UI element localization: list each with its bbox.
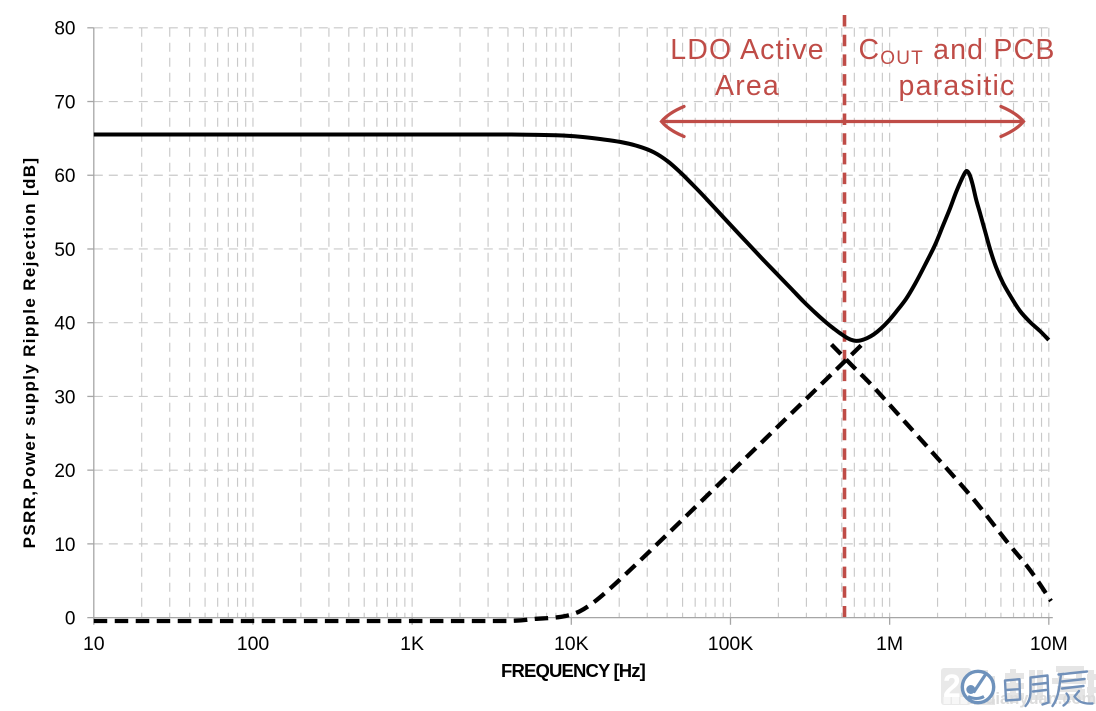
- svg-text:10: 10: [83, 633, 105, 655]
- svg-text:60: 60: [54, 166, 75, 187]
- svg-text:1M: 1M: [876, 633, 903, 655]
- svg-text:10M: 10M: [1030, 633, 1068, 655]
- svg-text:10K: 10K: [554, 633, 589, 655]
- svg-text:20: 20: [54, 461, 75, 482]
- svg-text:Area: Area: [715, 70, 780, 102]
- svg-text:30: 30: [54, 387, 75, 408]
- svg-text:40: 40: [54, 314, 75, 335]
- svg-text:PSRR,Power supply Ripple Rejec: PSRR,Power supply Ripple Rejection [dB]: [20, 157, 39, 549]
- svg-text:80: 80: [54, 19, 75, 40]
- svg-text:100K: 100K: [708, 633, 754, 655]
- svg-text:1K: 1K: [400, 633, 424, 655]
- svg-text:70: 70: [54, 92, 75, 113]
- svg-text:50: 50: [54, 240, 75, 261]
- svg-text:2: 2: [943, 668, 961, 704]
- svg-text:COUT and PCB: COUT and PCB: [858, 34, 1055, 69]
- svg-text:21dianyuan.com: 21dianyuan.com: [967, 690, 1096, 708]
- svg-text:FREQUENCY [Hz]: FREQUENCY [Hz]: [501, 660, 646, 681]
- svg-text:10: 10: [54, 535, 75, 556]
- svg-text:parasitic: parasitic: [899, 70, 1016, 102]
- svg-text:LDO Active: LDO Active: [670, 34, 825, 66]
- svg-text:100: 100: [237, 633, 270, 655]
- svg-text:0: 0: [65, 609, 76, 630]
